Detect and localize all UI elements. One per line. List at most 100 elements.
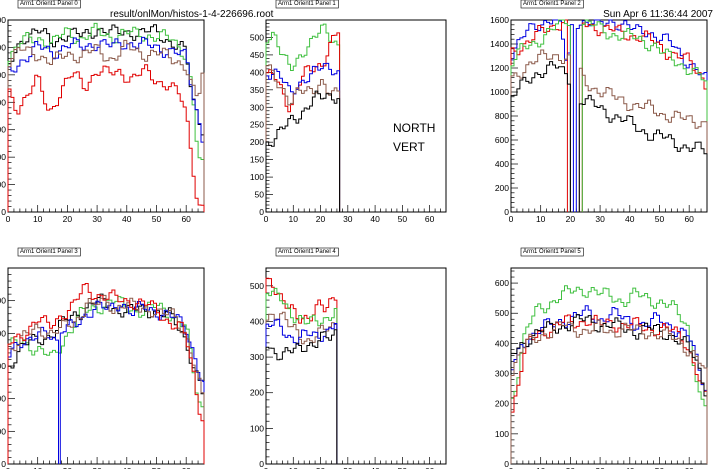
series-black: [7, 293, 205, 464]
series-brown: [510, 49, 571, 212]
y-tick-label: 500: [250, 32, 264, 42]
pad-title-box: [275, 0, 339, 9]
pad-2: Arm1 Orient1 Panel 202004006008001000120…: [490, 0, 708, 224]
x-tick-label: 60: [425, 214, 435, 224]
annotation-vert: VERT: [393, 140, 425, 154]
y-tick-label: 50: [255, 190, 265, 200]
y-tick-label: 200: [0, 152, 6, 162]
pad-title-box: [17, 0, 81, 9]
pad-4: Arm1 Orient1 Panel 4 0 100 200 300 400 500 0 10 2…: [250, 247, 447, 469]
x-tick-label: 20: [566, 214, 576, 224]
x-tick-label: 20: [316, 466, 326, 469]
y-tick-label: 200: [495, 183, 509, 193]
file-path: result/onlMon/histos-1-4-226696.root: [110, 9, 274, 20]
y-tick-label: 300: [250, 352, 264, 362]
series-red: [7, 283, 205, 464]
x-tick-label: 10: [536, 214, 546, 224]
series-brown: [510, 319, 708, 464]
y-tick-label: 500: [250, 281, 264, 291]
y-tick-label: 600: [495, 135, 509, 145]
series-green: [581, 19, 708, 212]
x-tick-label: 10: [289, 466, 299, 469]
annotation-north: NORTH: [393, 121, 436, 135]
series-blue: [265, 62, 341, 212]
y-tick-label: 0: [1, 459, 6, 469]
series-green: [510, 19, 571, 212]
x-tick-label: 20: [63, 466, 73, 469]
y-tick-label: 300: [0, 361, 6, 371]
series-red: [265, 277, 338, 464]
y-tick-label: 400: [0, 97, 6, 107]
pad-title: Arm1 Orient1 Panel 0: [20, 1, 78, 7]
pad-title-box: [520, 247, 584, 257]
series-black: [265, 90, 341, 212]
y-tick-label: 0: [1, 207, 6, 217]
series-black: [510, 314, 708, 464]
pad-title-box: [520, 0, 584, 9]
y-tick-label: 0: [504, 207, 509, 217]
x-tick-label: 50: [398, 214, 408, 224]
y-tick-label: 600: [495, 278, 509, 288]
series-black: [510, 61, 571, 212]
y-tick-label: 100: [495, 429, 509, 439]
x-tick-label: 60: [684, 214, 694, 224]
x-tick-label: 50: [398, 466, 408, 469]
series-red: [581, 22, 708, 212]
y-tick-label: 0: [259, 459, 264, 469]
y-tick-label: 1000: [490, 87, 509, 97]
pad-1: Arm1 Orient1 Panel 105010015020025030035…: [250, 0, 447, 224]
y-tick-label: 300: [0, 125, 6, 135]
x-tick-label: 40: [625, 466, 635, 469]
y-tick-label: 250: [250, 120, 264, 130]
series-blue: [575, 19, 708, 212]
y-tick-label: 100: [250, 172, 264, 182]
x-tick-label: 60: [181, 214, 191, 224]
y-tick-label: 400: [495, 338, 509, 348]
y-tick-label: 400: [0, 328, 6, 338]
series-blue: [7, 326, 59, 464]
x-tick-label: 50: [655, 214, 665, 224]
x-tick-label: 20: [316, 214, 326, 224]
series-red: [7, 64, 205, 212]
y-tick-label: 150: [250, 155, 264, 165]
x-tick-label: 0: [509, 214, 514, 224]
y-tick-label: 400: [250, 67, 264, 77]
y-tick-label: 0: [504, 459, 509, 469]
x-tick-label: 30: [595, 214, 605, 224]
pad-title-box: [17, 247, 81, 257]
y-tick-label: 200: [0, 394, 6, 404]
plot-frame: [265, 267, 447, 465]
series-green: [265, 23, 341, 212]
series-blue: [7, 36, 205, 212]
y-tick-label: 500: [495, 308, 509, 318]
x-tick-label: 30: [343, 214, 353, 224]
series-brown: [578, 67, 708, 212]
pad-title: Arm1 Orient1 Panel 5: [523, 249, 581, 255]
y-tick-label: 500: [0, 296, 6, 306]
y-tick-label: 300: [250, 102, 264, 112]
y-tick-label: 350: [250, 85, 264, 95]
y-tick-label: 800: [495, 111, 509, 121]
pad-0: Arm1 Orient1 Panel 001002003004005006007…: [0, 0, 205, 224]
series-black: [265, 329, 338, 464]
y-tick-label: 0: [259, 207, 264, 217]
x-tick-label: 50: [655, 466, 665, 469]
y-tick-label: 1400: [490, 39, 509, 49]
series-blue: [59, 300, 205, 464]
x-tick-label: 50: [152, 466, 162, 469]
x-tick-label: 10: [33, 466, 43, 469]
x-tick-label: 60: [181, 466, 191, 469]
series-red: [265, 32, 341, 212]
x-tick-label: 30: [595, 466, 605, 469]
y-tick-label: 1600: [490, 15, 509, 25]
series-brown: [265, 64, 341, 212]
x-tick-label: 0: [264, 466, 269, 469]
y-tick-label: 400: [495, 159, 509, 169]
pad-5: Arm1 Orient1 Panel 5 0 100 200 300 400 500 600 0…: [495, 247, 708, 469]
y-tick-label: 100: [0, 426, 6, 436]
series-green: [510, 285, 708, 464]
y-tick-label: 200: [495, 399, 509, 409]
y-tick-label: 500: [0, 70, 6, 80]
pad-3: Arm1 Orient1 Panel 3 0 100 200 300 400 500 0 10 2…: [0, 247, 205, 469]
